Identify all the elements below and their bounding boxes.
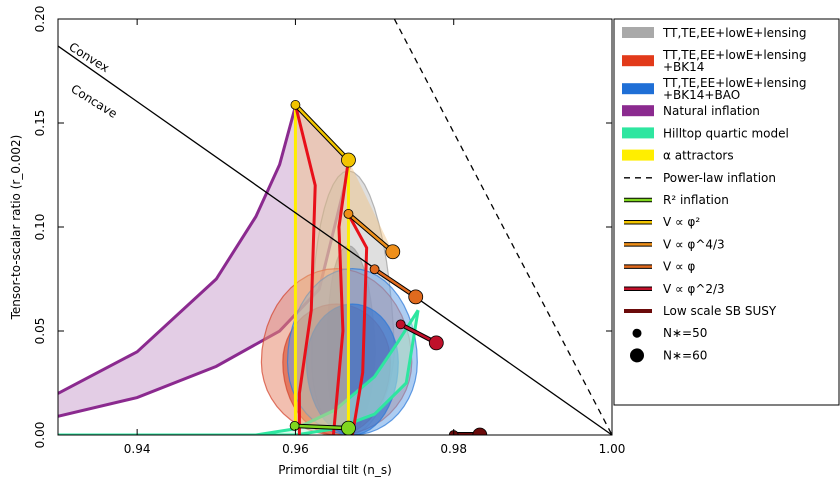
- r2-segment: [294, 424, 349, 430]
- red-curve-3: [347, 213, 369, 435]
- legend-label: TT,TE,EE+lowE+lensing: [662, 76, 806, 90]
- convex-concave-line: [58, 45, 612, 435]
- legend: TT,TE,EE+lowE+lensingTT,TE,EE+lowE+lensi…: [613, 18, 840, 406]
- legend-label: Natural inflation: [663, 104, 760, 118]
- legend-label: Hilltop quartic model: [663, 126, 789, 140]
- natural-inflation-upper-edge: [58, 105, 297, 395]
- legend-swatch: [622, 55, 654, 67]
- susy-point-n60: [472, 427, 488, 435]
- legend-item: N∗=50: [632, 326, 707, 340]
- y-tick-label: 0.10: [33, 214, 47, 241]
- legend-swatch: [622, 149, 654, 161]
- legend-item: Natural inflation: [622, 104, 760, 118]
- legend-label: V ∝ φ²: [663, 215, 700, 229]
- monomial-region-fill: [295, 104, 393, 429]
- r2-point-n50: [289, 420, 300, 431]
- x-tick-label: 0.94: [124, 442, 151, 456]
- natural-inflation-band: [58, 106, 351, 417]
- phi43-point-n60: [385, 244, 401, 260]
- y-tick-label: 0.00: [33, 422, 47, 449]
- x-tick-label: 0.98: [440, 442, 467, 456]
- y-tick-label: 0.15: [33, 110, 47, 137]
- legend-swatch: [622, 127, 654, 139]
- r2-point-n60: [341, 420, 356, 435]
- legend-item: V ∝ φ^2/3: [624, 282, 725, 296]
- legend-swatch: [622, 27, 654, 38]
- legend-label: V ∝ φ^4/3: [663, 237, 725, 251]
- legend-label: TT,TE,EE+lowE+lensing: [662, 26, 806, 40]
- legend-item: V ∝ φ: [624, 260, 695, 274]
- axes: 0.94 0.96 0.98 1.00 0.00 0.05 0.10 0.15 0.20: [33, 6, 625, 456]
- x-tick-label: 1.00: [599, 442, 626, 456]
- legend-label: N∗=50: [663, 326, 707, 340]
- annotation-concave: Concave: [68, 82, 119, 121]
- legend-item: TT,TE,EE+lowE+lensing+BK14: [622, 48, 806, 74]
- phi23-point-n60: [428, 335, 444, 351]
- legend-swatch: [630, 348, 644, 363]
- x-axis-title: Primordial tilt (n_s): [278, 463, 392, 477]
- legend-label: +BK14+BAO: [663, 88, 740, 102]
- legend-label: V ∝ φ: [663, 260, 695, 274]
- legend-item: N∗=60: [630, 348, 707, 363]
- legend-item: R² inflation: [624, 193, 729, 207]
- phi1-point-n60: [408, 289, 424, 305]
- legend-swatch: [622, 105, 654, 117]
- x-tick-label: 0.96: [282, 442, 309, 456]
- y-tick-label: 0.05: [33, 318, 47, 345]
- legend-item: α attractors: [622, 149, 734, 163]
- legend-label: +BK14: [663, 60, 704, 74]
- power-law-line: [393, 19, 612, 435]
- phi43-segment: [347, 212, 394, 253]
- legend-item: Power-law inflation: [624, 171, 776, 185]
- legend-item: Low scale SB SUSY: [624, 304, 777, 318]
- legend-label: TT,TE,EE+lowE+lensing: [662, 48, 806, 62]
- phi2-point-n50: [290, 100, 301, 110]
- legend-swatch: [622, 83, 654, 95]
- phi1-point-n50: [369, 264, 380, 275]
- phi43-point-n50: [343, 208, 354, 219]
- legend-label: R² inflation: [663, 193, 729, 207]
- legend-item: TT,TE,EE+lowE+lensing+BK14+BAO: [622, 76, 806, 102]
- phi23-point-n50: [395, 319, 406, 330]
- legend-item: V ∝ φ^4/3: [624, 237, 725, 251]
- red-curve-2: [331, 159, 350, 435]
- legend-label: V ∝ φ^2/3: [663, 282, 725, 296]
- legend-label: Power-law inflation: [663, 171, 776, 185]
- legend-item: Hilltop quartic model: [622, 126, 789, 140]
- phi2-segment: [294, 104, 350, 161]
- y-axis-title: Tensor-to-scalar ratio (r_0.002): [9, 135, 23, 321]
- y-tick-label: 0.20: [33, 6, 47, 33]
- legend-item: V ∝ φ²: [624, 215, 700, 229]
- phi2-point-n60: [341, 152, 356, 168]
- legend-label: α attractors: [663, 149, 734, 163]
- phi1-segment: [373, 268, 417, 298]
- legend-label: Low scale SB SUSY: [663, 304, 777, 318]
- legend-swatch: [632, 328, 642, 338]
- legend-item: TT,TE,EE+lowE+lensing: [622, 26, 806, 40]
- red-curve-1: [293, 104, 317, 435]
- legend-label: N∗=60: [663, 348, 707, 362]
